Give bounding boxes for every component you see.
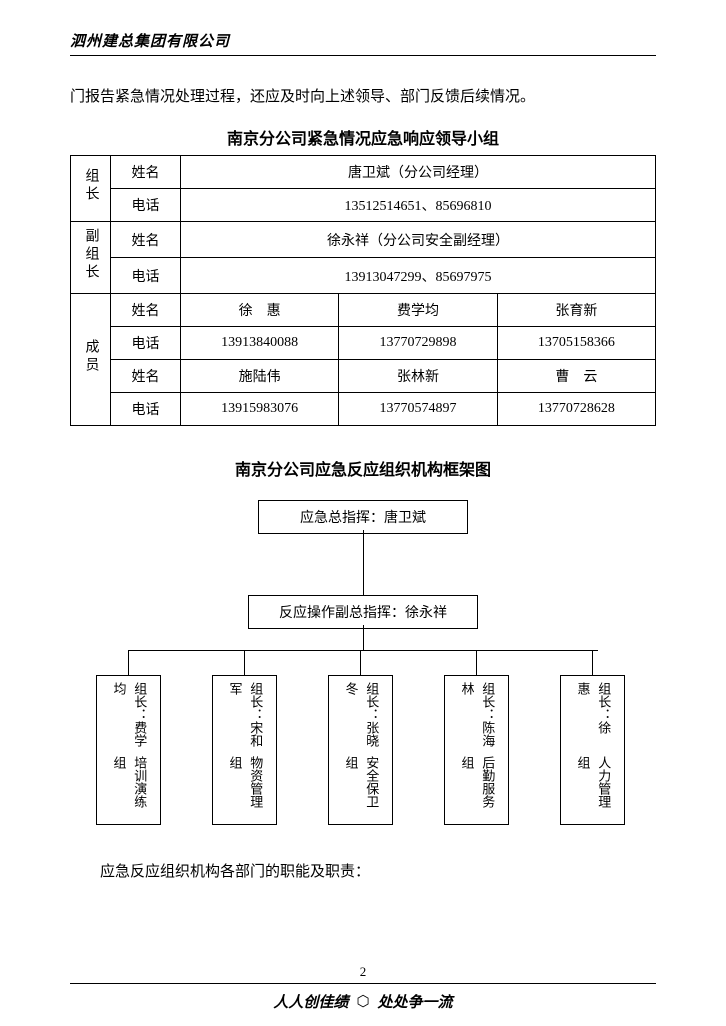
deputy-name: 徐永祥（分公司安全副经理） xyxy=(181,222,656,258)
label-phone: 电话 xyxy=(111,258,181,294)
leaf-group: 人力管理组 xyxy=(572,756,614,818)
flowchart-leaf-node: 组长：陈海林后勤服务组 xyxy=(444,675,509,825)
member-name: 张育新 xyxy=(497,294,655,327)
intro-paragraph: 门报告紧急情况处理过程，还应及时向上述领导、部门反馈后续情况。 xyxy=(70,84,656,111)
label-name: 姓名 xyxy=(111,156,181,189)
member-name: 徐 惠 xyxy=(181,294,339,327)
footer-slogan: 人人创佳绩 ⬡ 处处争一流 xyxy=(273,991,452,1012)
label-phone: 电话 xyxy=(111,189,181,222)
role-leader: 组长 xyxy=(71,156,111,222)
leader-name: 唐卫斌（分公司经理） xyxy=(181,156,656,189)
leadership-table: 组长 姓名 唐卫斌（分公司经理） 电话 13512514651、85696810… xyxy=(70,155,656,426)
connector-line xyxy=(128,650,129,675)
org-flowchart: 应急总指挥：唐卫斌 反应操作副总指挥：徐永祥 组长：费学均培训演练组组长：宋和军… xyxy=(70,500,656,840)
footer-left: 人人创佳绩 xyxy=(273,991,348,1012)
member-phone: 13770574897 xyxy=(339,393,497,426)
flowchart-title: 南京分公司应急反应组织机构框架图 xyxy=(70,456,656,480)
label-name: 姓名 xyxy=(111,360,181,393)
flowchart-top-node: 应急总指挥：唐卫斌 xyxy=(258,500,468,534)
leaf-group: 培训演练组 xyxy=(108,756,150,818)
member-phone: 13770729898 xyxy=(339,327,497,360)
leader-phone: 13512514651、85696810 xyxy=(181,189,656,222)
label-phone: 电话 xyxy=(111,327,181,360)
table-title: 南京分公司紧急情况应急响应领导小组 xyxy=(70,125,656,149)
leaf-group: 物资管理组 xyxy=(224,756,266,818)
member-phone: 13913840088 xyxy=(181,327,339,360)
connector-hline xyxy=(128,650,598,651)
leaf-leader: 组长：宋和军 xyxy=(224,682,266,756)
connector-line xyxy=(592,650,593,675)
flowchart-leaf-node: 组长：费学均培训演练组 xyxy=(96,675,161,825)
flowchart-leaf-node: 组长：张晓冬安全保卫组 xyxy=(328,675,393,825)
connector-line xyxy=(244,650,245,675)
member-name: 费学均 xyxy=(339,294,497,327)
flowchart-mid-node: 反应操作副总指挥：徐永祥 xyxy=(248,595,478,629)
footer-icon: ⬡ xyxy=(356,992,369,1011)
leaf-group: 安全保卫组 xyxy=(340,756,382,818)
label-phone: 电话 xyxy=(111,393,181,426)
leaf-leader: 组长：张晓冬 xyxy=(340,682,382,756)
member-phone: 13915983076 xyxy=(181,393,339,426)
deputy-phone: 13913047299、85697975 xyxy=(181,258,656,294)
role-deputy: 副组长 xyxy=(71,222,111,294)
flowchart-leaf-node: 组长：徐 惠人力管理组 xyxy=(560,675,625,825)
leaf-leader: 组长：陈海林 xyxy=(456,682,498,756)
role-members: 成员 xyxy=(71,294,111,426)
leaf-leader: 组长：费学均 xyxy=(108,682,150,756)
flowchart-leaf-node: 组长：宋和军物资管理组 xyxy=(212,675,277,825)
footer-divider xyxy=(70,983,656,984)
connector-line xyxy=(363,625,364,650)
member-phone: 13770728628 xyxy=(497,393,655,426)
page-number: 2 xyxy=(360,964,367,980)
connector-line xyxy=(363,530,364,595)
footer-right: 处处争一流 xyxy=(378,991,453,1012)
dept-responsibility-text: 应急反应组织机构各部门的职能及职责： xyxy=(70,860,656,881)
member-phone: 13705158366 xyxy=(497,327,655,360)
leaf-leader: 组长：徐 惠 xyxy=(572,682,614,756)
label-name: 姓名 xyxy=(111,294,181,327)
connector-line xyxy=(476,650,477,675)
member-name: 曹 云 xyxy=(497,360,655,393)
member-name: 施陆伟 xyxy=(181,360,339,393)
company-header: 泗州建总集团有限公司 xyxy=(70,30,656,56)
leaf-group: 后勤服务组 xyxy=(456,756,498,818)
label-name: 姓名 xyxy=(111,222,181,258)
member-name: 张林新 xyxy=(339,360,497,393)
connector-line xyxy=(360,650,361,675)
